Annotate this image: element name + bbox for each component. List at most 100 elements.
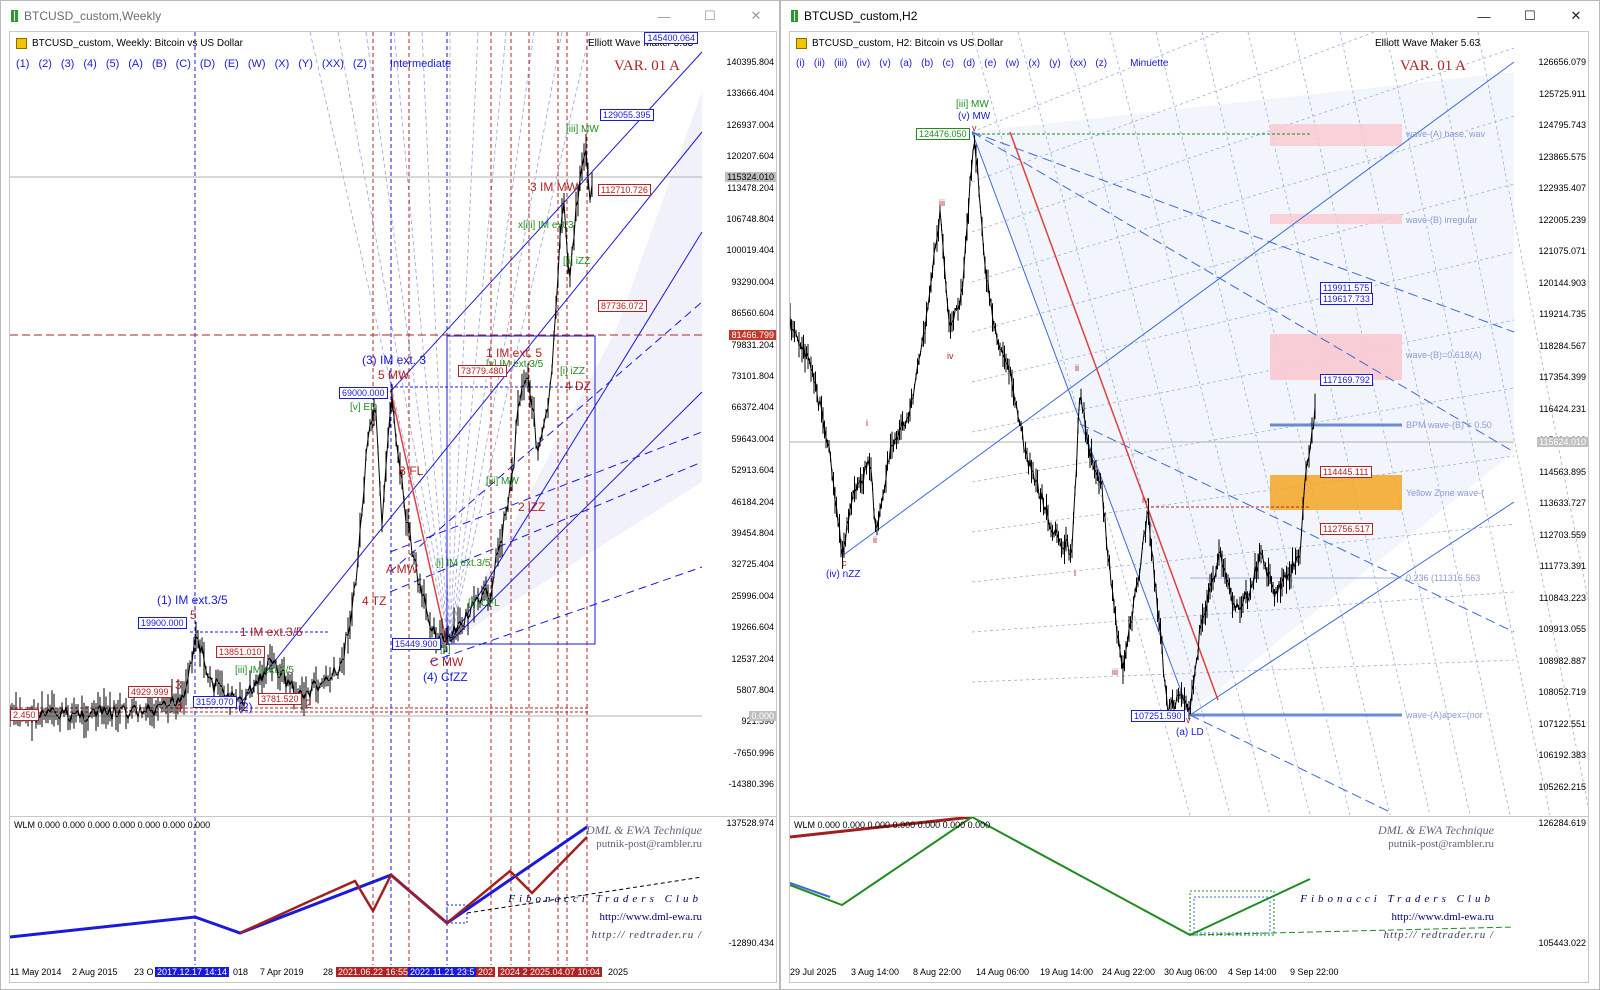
wave-label: 2 iZZ xyxy=(518,500,546,514)
h2-chart-window: BTCUSD_custom,H2 — ☐ ✕ BTCUSD_custom, H2… xyxy=(780,0,1600,990)
credits-title: DML & EWA Technique xyxy=(1378,823,1494,837)
wave-line xyxy=(1009,131,1219,701)
price-tick: 105262.215 xyxy=(1538,781,1586,792)
wave-button[interactable]: (D) xyxy=(199,58,216,70)
indicator-line xyxy=(10,825,588,939)
wave-button[interactable]: (y) xyxy=(1049,58,1061,69)
price-tick: 125725.911 xyxy=(1539,88,1586,99)
degree-label[interactable]: Intermediate xyxy=(389,58,452,70)
wave-button[interactable]: (4) xyxy=(83,58,97,70)
minimize-button[interactable]: — xyxy=(657,8,671,24)
wave-label: [iii] MW xyxy=(956,99,989,110)
wave-button[interactable]: (3) xyxy=(60,58,75,70)
main-chart-pane[interactable]: BTCUSD_custom, Weekly: Bitcoin vs US Dol… xyxy=(10,32,777,815)
chart-window-icon xyxy=(11,10,18,22)
wave-button[interactable]: (B) xyxy=(151,58,167,70)
wave-button[interactable]: (iii) xyxy=(834,58,848,69)
wave-button[interactable]: (XX) xyxy=(321,58,344,70)
time-axis[interactable]: 11 May 2014 2 Aug 2015 23 O 018 7 Apr 20… xyxy=(10,962,700,982)
wave-button[interactable]: (1) xyxy=(16,58,30,70)
fib-grid-line xyxy=(1109,32,1311,815)
url-link[interactable]: http://www.dml-ewa.ru xyxy=(599,911,702,923)
price-tick: 124795.743 xyxy=(1538,120,1586,130)
wave-label: 1 IM ext. 5 xyxy=(486,346,543,360)
wave-button[interactable]: (d) xyxy=(963,58,976,69)
zone-label: 0.236 (111316.563 xyxy=(1406,573,1481,583)
wave-button[interactable]: (2) xyxy=(38,58,52,70)
wave-button[interactable]: (x) xyxy=(1028,58,1041,69)
indicator-pane[interactable]: WLM 0.000 0.000 0.000 0.000 0.000 0.000 … xyxy=(10,816,776,965)
wave-button[interactable]: (xx) xyxy=(1069,58,1087,69)
wave-button[interactable]: (w) xyxy=(1005,58,1020,69)
price-tick: 100019.404 xyxy=(726,245,774,256)
time-axis[interactable]: 29 Jul 2025 3 Aug 14:00 8 Aug 22:00 14 A… xyxy=(790,962,1492,982)
wave-button[interactable]: (Y) xyxy=(298,58,313,70)
wave-button[interactable]: (A) xyxy=(128,58,143,70)
sub-price-tick: 126284.619 xyxy=(1538,818,1586,828)
price-box-label: 129055.395 xyxy=(600,109,654,121)
window-titlebar[interactable]: BTCUSD_custom,H2 — ☐ ✕ xyxy=(781,1,1599,31)
wave-button[interactable]: (b) xyxy=(921,58,934,69)
wave-button[interactable]: (z) xyxy=(1095,58,1108,69)
time-badge: 2025.04.07 10:04 xyxy=(528,967,603,977)
wave-button[interactable]: (i) xyxy=(796,58,805,69)
url-link[interactable]: http:// redtrader.ru / xyxy=(1383,929,1494,941)
wave-label: (1) IM ext.3/5 xyxy=(157,593,228,607)
wave-button[interactable]: (C) xyxy=(175,58,191,70)
minimize-button[interactable]: — xyxy=(1477,8,1491,24)
url-link[interactable]: http:// redtrader.ru / xyxy=(591,929,702,941)
wave-button[interactable]: (E) xyxy=(224,58,239,70)
yellow-zone xyxy=(1270,475,1402,510)
wave-button[interactable]: (c) xyxy=(942,58,955,69)
chart-area[interactable]: BTCUSD_custom, H2: Bitcoin vs US Dollar … xyxy=(789,31,1589,983)
price-axis[interactable]: 140395.804 133666.404 126937.004 120207.604… xyxy=(702,32,776,815)
price-tick: 59643.004 xyxy=(731,433,774,444)
wave-button[interactable]: (a) xyxy=(899,58,913,69)
price-box-label: 13851.010 xyxy=(216,646,265,658)
price-box-label: 19900.000 xyxy=(138,617,187,629)
wave-label: [iii] MW xyxy=(486,476,519,487)
maximize-button[interactable]: ☐ xyxy=(704,8,716,23)
wave-button[interactable]: (W) xyxy=(247,58,266,70)
wave-label: 5 MW xyxy=(378,368,410,382)
wave-button[interactable]: (X) xyxy=(274,58,290,70)
wave-label: 3 IM MW xyxy=(530,180,578,194)
fan-line xyxy=(393,32,451,643)
indicator-pane[interactable]: WLM 0.000 0.000 0.000 0.000 0.000 0.000 … xyxy=(790,816,1588,965)
degree-label[interactable]: Minuette xyxy=(1130,58,1169,69)
main-chart-pane[interactable]: BTCUSD_custom, H2: Bitcoin vs US Dollar … xyxy=(790,32,1589,815)
club-title: Fibonacci Traders Club xyxy=(508,893,702,905)
chart-window-icon xyxy=(791,10,798,22)
zone-label: wave-(B)=0.618(A) xyxy=(1406,350,1482,360)
credits-block: DML & EWA Technique putnik-post@rambler.… xyxy=(586,823,702,850)
wave-label: 4 TZ xyxy=(362,594,387,608)
price-tick: 111773.391 xyxy=(1539,561,1586,571)
wave-button[interactable]: (Z) xyxy=(352,58,367,70)
indicator-line xyxy=(790,817,1311,937)
window-titlebar[interactable]: BTCUSD_custom,Weekly — ☐ ✕ xyxy=(1,1,779,31)
wave-button[interactable]: (5) xyxy=(105,58,120,70)
maximize-button[interactable]: ☐ xyxy=(1524,8,1536,23)
wave-button[interactable]: (e) xyxy=(984,58,997,69)
time-tick: 2025 xyxy=(608,967,629,977)
price-tick: 32725.404 xyxy=(731,559,774,570)
wave-button[interactable]: (v) xyxy=(879,58,891,69)
price-axis[interactable]: 126656.079 125725.911 124795.743 123865.575… xyxy=(1514,32,1588,815)
chart-area[interactable]: BTCUSD_custom, Weekly: Bitcoin vs US Dol… xyxy=(9,31,777,983)
price-box-label: 119617.733 xyxy=(1320,293,1373,305)
indicator-box xyxy=(1189,890,1275,936)
fan-line xyxy=(449,32,591,643)
price-chart-canvas[interactable] xyxy=(10,32,777,815)
wave-label: (a) LD xyxy=(1176,727,1204,738)
wave-button[interactable]: (ii) xyxy=(813,58,825,69)
price-candles xyxy=(10,134,593,741)
close-button[interactable]: ✕ xyxy=(1570,8,1582,23)
wave-button[interactable]: (iv) xyxy=(856,58,871,69)
channel-line xyxy=(239,131,703,705)
url-link[interactable]: http://www.dml-ewa.ru xyxy=(1391,911,1494,923)
close-button[interactable]: ✕ xyxy=(750,8,762,23)
channel-line xyxy=(1189,501,1515,716)
wave-label: [ii] iZZ xyxy=(563,256,591,267)
price-chart-canvas[interactable] xyxy=(790,32,1589,815)
price-tick: 126656.079 xyxy=(1538,57,1586,67)
